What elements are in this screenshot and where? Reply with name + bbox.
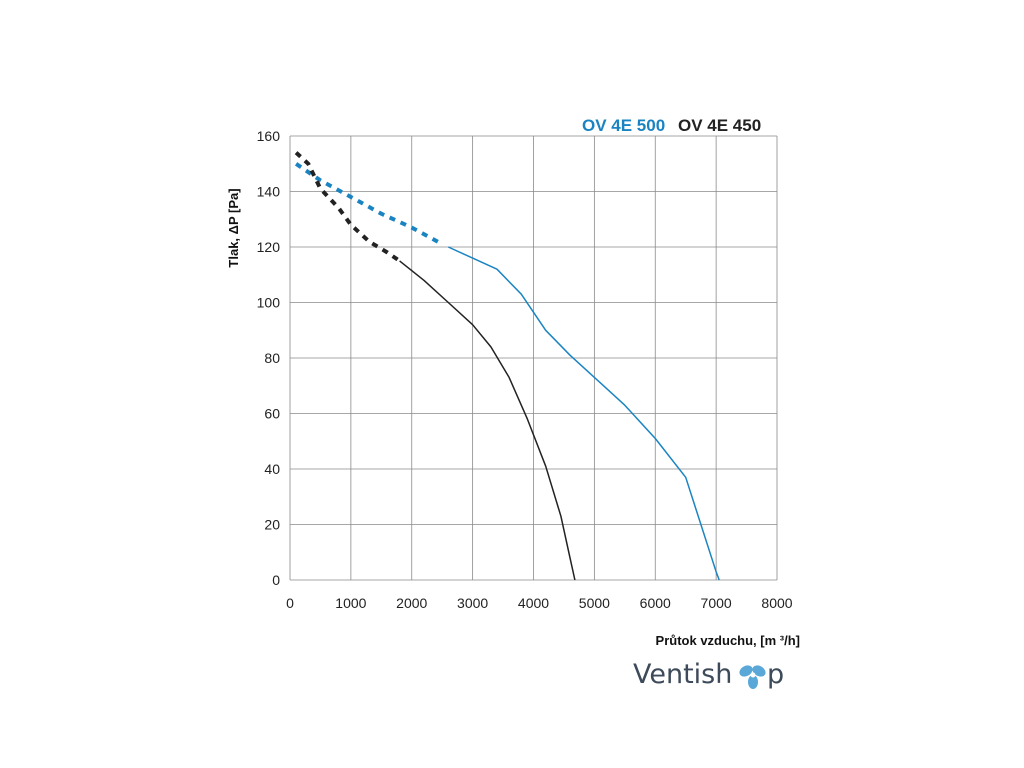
brand-logo: Ventish p [633, 659, 784, 690]
legend-ov-4e-500: OV 4E 500 [582, 116, 665, 135]
series-line-dashed-ov-4e-450 [294, 151, 401, 263]
x-tick-label: 0 [286, 595, 294, 611]
x-tick-label: 1000 [335, 595, 366, 611]
x-tick-label: 2000 [396, 595, 427, 611]
y-tick-label: 120 [257, 239, 281, 255]
y-tick-label: 100 [257, 295, 281, 311]
legend-ov-4e-450: OV 4E 450 [678, 116, 761, 135]
chart-series [294, 151, 720, 581]
fan-icon [739, 665, 766, 689]
brand-text-end: p [767, 659, 784, 690]
x-tick-label: 5000 [579, 595, 610, 611]
series-line-ov-4e-450 [399, 260, 576, 581]
y-tick-label: 160 [257, 128, 281, 144]
x-axis-ticks: 0 1000 2000 3000 4000 5000 6000 7000 8000 [286, 595, 793, 611]
series-line-ov-4e-500 [447, 246, 720, 581]
chart-grid [289, 135, 778, 581]
x-tick-label: 6000 [640, 595, 671, 611]
y-tick-label: 140 [257, 184, 281, 200]
y-tick-label: 0 [272, 572, 280, 588]
y-axis-ticks: 0 20 40 60 80 100 120 140 160 [257, 128, 281, 588]
y-tick-label: 60 [264, 406, 280, 422]
y-axis-label: Tlak, ΔP [Pa] [226, 188, 241, 267]
brand-text-start: Ventish [633, 659, 732, 690]
y-tick-label: 40 [264, 461, 280, 477]
x-axis-label: Průtok vzduchu, [m ³/h] [656, 633, 800, 648]
x-tick-label: 4000 [518, 595, 549, 611]
x-tick-label: 8000 [761, 595, 792, 611]
y-tick-label: 20 [264, 517, 280, 533]
x-tick-label: 7000 [701, 595, 732, 611]
y-tick-label: 80 [264, 350, 280, 366]
x-tick-label: 3000 [457, 595, 488, 611]
series-line-dashed-ov-4e-500 [294, 162, 444, 246]
